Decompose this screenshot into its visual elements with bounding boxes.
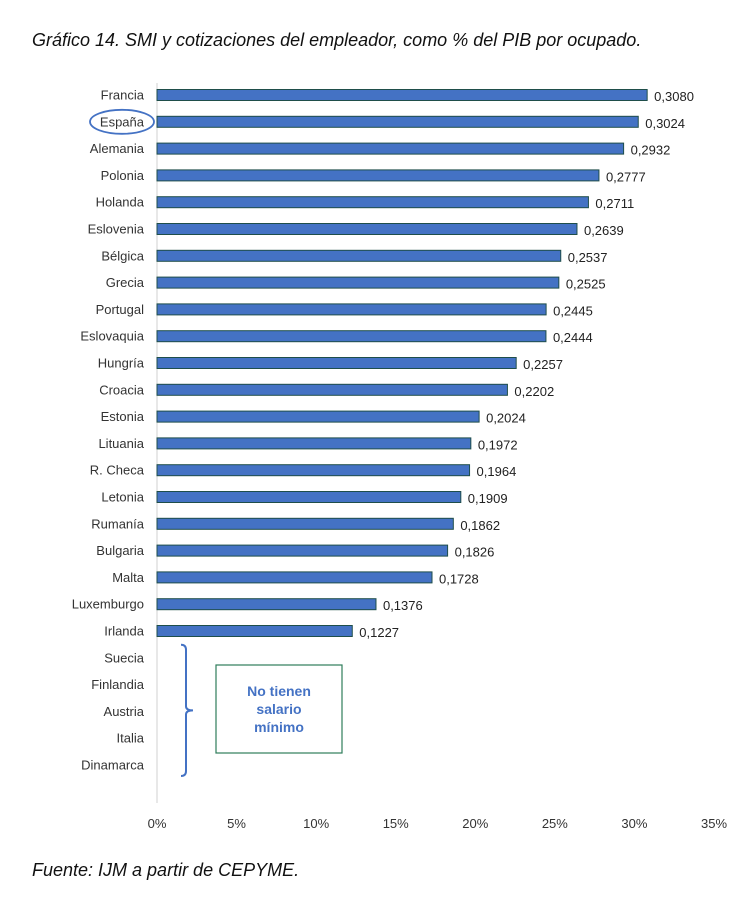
data-label: 0,2932 bbox=[631, 143, 671, 158]
category-label: Hungría bbox=[98, 356, 145, 371]
x-tick-label: 35% bbox=[701, 816, 727, 831]
data-label: 0,2711 bbox=[595, 196, 634, 211]
category-label: Estonia bbox=[101, 409, 145, 424]
bar-layer bbox=[156, 89, 648, 637]
bar bbox=[156, 598, 377, 611]
data-label: 0,2202 bbox=[514, 384, 554, 399]
bar bbox=[156, 223, 578, 235]
bar bbox=[156, 169, 600, 182]
note-text: No tienen bbox=[247, 683, 311, 699]
bar bbox=[156, 437, 472, 450]
bar bbox=[156, 517, 454, 530]
category-label: Malta bbox=[112, 570, 145, 585]
category-label: Eslovenia bbox=[88, 222, 145, 237]
label-layer: Francia 0,3080 España 0,3024 Alemania 0,2932 P… bbox=[72, 88, 694, 773]
data-label: 0,1909 bbox=[468, 491, 508, 506]
category-label: Irlanda bbox=[104, 624, 145, 639]
data-label: 0,2257 bbox=[523, 357, 563, 372]
bar bbox=[156, 544, 449, 557]
category-label: Luxemburgo bbox=[72, 597, 144, 612]
bar bbox=[156, 625, 353, 637]
bar bbox=[156, 357, 517, 369]
x-tick-label: 5% bbox=[227, 816, 246, 831]
data-label: 0,2777 bbox=[606, 169, 646, 184]
bar bbox=[156, 464, 471, 477]
bracket bbox=[180, 643, 194, 777]
data-label: 0,2537 bbox=[568, 250, 608, 265]
bar bbox=[156, 491, 462, 503]
category-label: Finlandia bbox=[91, 677, 145, 692]
data-label: 0,1826 bbox=[455, 545, 495, 560]
category-label: Holanda bbox=[96, 195, 145, 210]
note-text: salario bbox=[256, 701, 301, 717]
bar bbox=[156, 330, 547, 343]
x-tick-label: 0% bbox=[148, 816, 167, 831]
chart-title: Gráfico 14. SMI y cotizaciones del emple… bbox=[32, 30, 642, 50]
data-label: 0,3024 bbox=[645, 116, 685, 131]
data-label: 0,2024 bbox=[486, 411, 526, 426]
category-label: Rumanía bbox=[91, 516, 145, 531]
bar bbox=[156, 115, 639, 128]
note-box bbox=[215, 664, 343, 754]
category-label: Bélgica bbox=[101, 248, 144, 263]
category-label: Dinamarca bbox=[81, 758, 145, 773]
data-label: 0,3080 bbox=[654, 89, 694, 104]
category-label: Suecia bbox=[104, 650, 145, 665]
bar bbox=[156, 196, 589, 209]
bar bbox=[156, 142, 625, 155]
note-text: mínimo bbox=[254, 719, 304, 735]
category-label: Lituania bbox=[98, 436, 144, 451]
bar bbox=[156, 303, 547, 316]
bar bbox=[156, 383, 508, 396]
bar-chart: Francia 0,3080 España 0,3024 Alemania 0,2932 P… bbox=[72, 83, 728, 831]
annotation-layer: No tienen salario mínimo bbox=[89, 108, 343, 777]
x-tick-label: 30% bbox=[621, 816, 647, 831]
category-label: España bbox=[100, 114, 145, 129]
data-label: 0,1728 bbox=[439, 571, 479, 586]
category-label: Polonia bbox=[101, 168, 145, 183]
data-label: 0,1227 bbox=[359, 625, 399, 640]
category-label: Alemania bbox=[90, 141, 145, 156]
data-label: 0,2525 bbox=[566, 277, 606, 292]
category-label: Portugal bbox=[96, 302, 145, 317]
highlight-ellipse bbox=[89, 108, 155, 135]
source-note: Fuente: IJM a partir de CEPYME. bbox=[32, 860, 300, 880]
data-label: 0,2639 bbox=[584, 223, 624, 238]
bar bbox=[156, 276, 560, 289]
category-label: Bulgaria bbox=[96, 543, 144, 558]
x-tick-label: 10% bbox=[303, 816, 329, 831]
category-label: R. Checa bbox=[90, 463, 145, 478]
category-label: Letonia bbox=[101, 490, 144, 505]
bar bbox=[156, 410, 480, 423]
data-label: 0,2445 bbox=[553, 303, 593, 318]
x-tick-label: 20% bbox=[462, 816, 488, 831]
category-label: Eslovaquia bbox=[80, 329, 144, 344]
category-label: Italia bbox=[117, 731, 145, 746]
bar bbox=[156, 249, 562, 262]
bar bbox=[156, 571, 433, 584]
category-label: Croacia bbox=[99, 382, 145, 397]
data-label: 0,1964 bbox=[477, 464, 517, 479]
category-label: Francia bbox=[101, 88, 145, 103]
data-label: 0,2444 bbox=[553, 330, 593, 345]
data-label: 0,1862 bbox=[460, 518, 500, 533]
x-tick-label: 25% bbox=[542, 816, 568, 831]
data-label: 0,1972 bbox=[478, 437, 518, 452]
data-label: 0,1376 bbox=[383, 598, 423, 613]
category-label: Austria bbox=[104, 704, 145, 719]
bar bbox=[156, 89, 648, 101]
category-label: Grecia bbox=[106, 275, 145, 290]
tick-layer: 0% 5% 10% 15% 20% 25% 30% 35% bbox=[148, 816, 728, 831]
x-tick-label: 15% bbox=[383, 816, 409, 831]
